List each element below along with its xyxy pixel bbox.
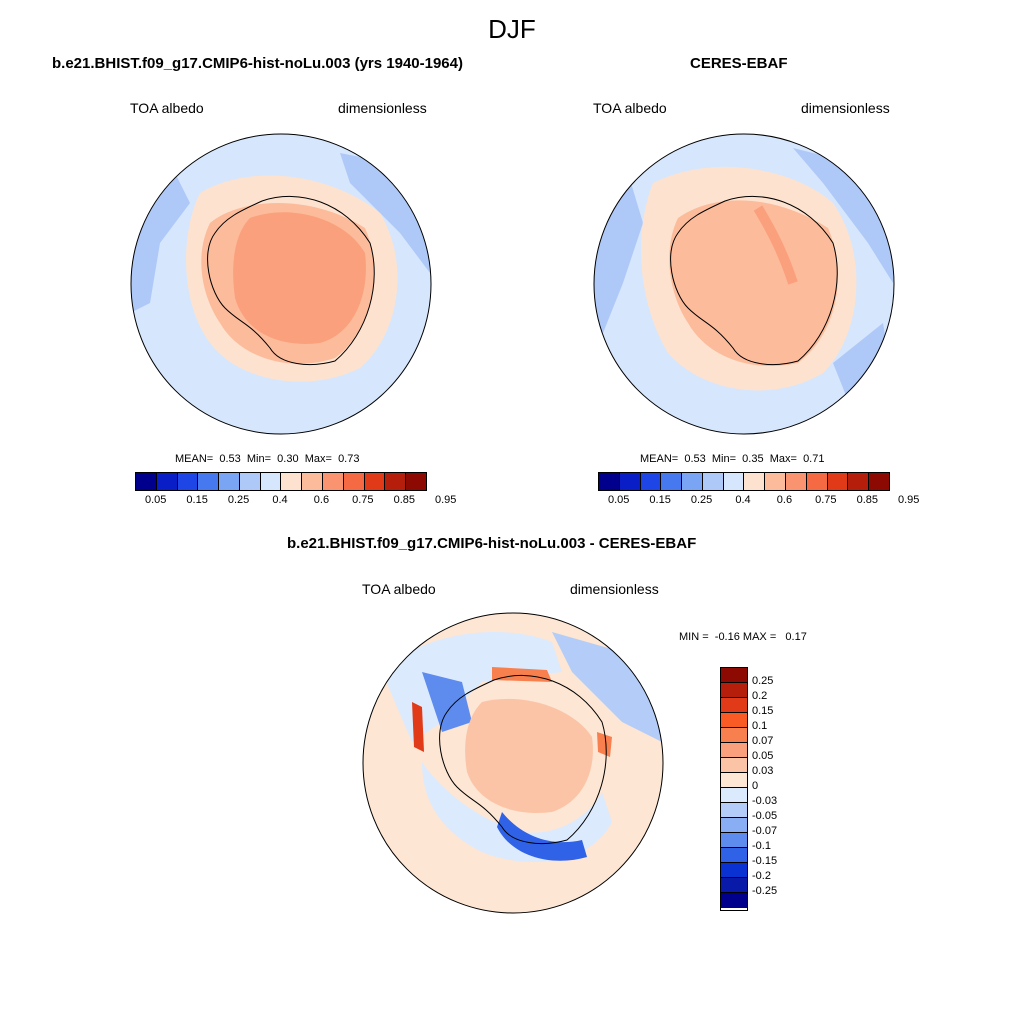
- panel-3-colorbar: [720, 667, 748, 911]
- panel-1-variable-label: TOA albedo: [130, 100, 204, 116]
- colorbar-tick-label: 0.05: [752, 750, 774, 762]
- colorbar-tick-label: 0.85: [856, 494, 878, 506]
- colorbar-box: [364, 473, 386, 490]
- colorbar-tick-label: 0.75: [352, 494, 374, 506]
- colorbar-box: [744, 473, 766, 490]
- panel-2-map: [593, 133, 895, 435]
- colorbar-box: [721, 713, 747, 728]
- colorbar-tick-label: 0.4: [735, 494, 751, 506]
- colorbar-tick-label: -0.15: [752, 855, 778, 867]
- colorbar-box: [219, 473, 240, 490]
- panel-3-variable-label: TOA albedo: [362, 581, 436, 597]
- colorbar-tick-label: 0.6: [313, 494, 330, 506]
- colorbar-box: [721, 758, 747, 773]
- colorbar-tick-label: 0.05: [607, 494, 630, 506]
- panel-2-colorbar: [598, 472, 890, 491]
- colorbar-tick-label: 0.95: [434, 494, 457, 506]
- colorbar-tick-label: 0.6: [776, 494, 793, 506]
- colorbar-tick-label: 0.25: [227, 494, 250, 506]
- colorbar-tick-label: 0.03: [752, 765, 774, 777]
- colorbar-box: [619, 473, 641, 490]
- colorbar-box: [721, 878, 747, 893]
- colorbar-tick-label: -0.03: [752, 795, 778, 807]
- colorbar-tick-label: 0.4: [272, 494, 288, 506]
- colorbar-box: [702, 473, 724, 490]
- colorbar-box: [661, 473, 683, 490]
- colorbar-tick-label: 0.25: [752, 675, 774, 687]
- colorbar-box: [177, 473, 199, 490]
- colorbar-box: [848, 473, 870, 490]
- colorbar-tick-label: 0.2: [752, 690, 768, 702]
- colorbar-box: [156, 473, 178, 490]
- colorbar-box: [786, 473, 807, 490]
- colorbar-tick-label: -0.25: [752, 885, 778, 897]
- colorbar-box: [721, 773, 747, 788]
- colorbar-box: [723, 473, 745, 490]
- colorbar-box: [765, 473, 787, 490]
- colorbar-box: [198, 473, 220, 490]
- colorbar-box: [827, 473, 849, 490]
- colorbar-box: [721, 818, 747, 833]
- panel-2-units-label: dimensionless: [801, 100, 890, 116]
- panel-1-colorbar: [135, 472, 427, 491]
- panel-3-title: b.e21.BHIST.f09_g17.CMIP6-hist-noLu.003 …: [287, 535, 697, 552]
- colorbar-tick-label: 0.95: [897, 494, 920, 506]
- colorbar-tick-label: 0.05: [144, 494, 167, 506]
- colorbar-tick-label: 0.85: [393, 494, 415, 506]
- colorbar-box: [721, 668, 747, 683]
- colorbar-box: [806, 473, 828, 490]
- colorbar-tick-label: 0.75: [815, 494, 837, 506]
- colorbar-box: [281, 473, 303, 490]
- colorbar-box: [239, 473, 261, 490]
- panel-2-stats: MEAN= 0.53 Min= 0.35 Max= 0.71: [640, 453, 825, 465]
- colorbar-box: [721, 728, 747, 743]
- colorbar-box: [302, 473, 324, 490]
- colorbar-tick-label: 0.1: [752, 720, 768, 732]
- colorbar-box: [721, 698, 747, 713]
- panel-3-map: [362, 612, 664, 914]
- colorbar-box: [260, 473, 282, 490]
- panel-1-units-label: dimensionless: [338, 100, 427, 116]
- colorbar-tick-label: 0.07: [752, 735, 774, 747]
- panel-1-map: [130, 133, 432, 435]
- colorbar-box: [721, 848, 747, 863]
- colorbar-box: [721, 893, 747, 908]
- colorbar-box: [869, 473, 889, 490]
- colorbar-tick-label: 0.25: [690, 494, 713, 506]
- colorbar-tick-label: 0: [752, 780, 759, 792]
- colorbar-box: [343, 473, 365, 490]
- colorbar-tick-label: -0.1: [752, 840, 771, 852]
- colorbar-box: [599, 473, 620, 490]
- colorbar-box: [323, 473, 344, 490]
- colorbar-box: [136, 473, 157, 490]
- colorbar-box: [721, 833, 747, 848]
- panel-1-title: b.e21.BHIST.f09_g17.CMIP6-hist-noLu.003 …: [52, 55, 463, 72]
- colorbar-box: [682, 473, 703, 490]
- colorbar-box: [721, 743, 747, 758]
- colorbar-tick-label: -0.2: [752, 870, 771, 882]
- panel-3-stats: MIN = -0.16 MAX = 0.17: [679, 631, 807, 643]
- panel-1-stats: MEAN= 0.53 Min= 0.30 Max= 0.73: [175, 453, 360, 465]
- panel-2-variable-label: TOA albedo: [593, 100, 667, 116]
- colorbar-box: [406, 473, 426, 490]
- colorbar-tick-label: -0.07: [752, 825, 778, 837]
- figure-title: DJF: [488, 14, 536, 44]
- colorbar-tick-label: 0.15: [186, 494, 208, 506]
- colorbar-tick-label: 0.15: [752, 705, 774, 717]
- colorbar-box: [721, 863, 747, 878]
- colorbar-box: [721, 683, 747, 698]
- colorbar-box: [721, 803, 747, 818]
- panel-3-units-label: dimensionless: [570, 581, 659, 597]
- colorbar-tick-label: 0.15: [649, 494, 671, 506]
- colorbar-box: [721, 788, 747, 803]
- colorbar-tick-label: -0.05: [752, 810, 778, 822]
- colorbar-box: [640, 473, 662, 490]
- panel-2-title: CERES-EBAF: [690, 55, 788, 72]
- colorbar-box: [385, 473, 407, 490]
